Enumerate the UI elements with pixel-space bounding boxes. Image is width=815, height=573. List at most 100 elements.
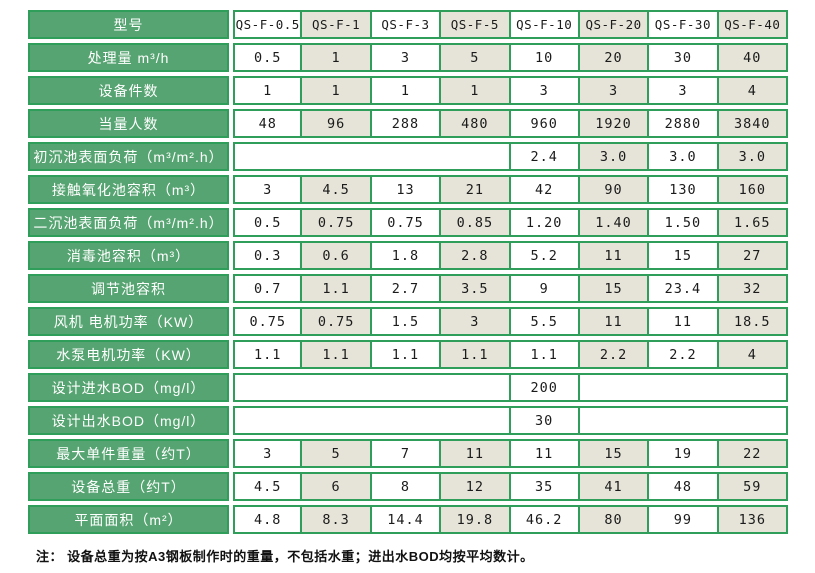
value-cell: 1.50	[649, 208, 719, 237]
value-cell: 5	[441, 43, 511, 72]
value-cell: 3	[441, 307, 511, 336]
value-cell: 3	[233, 175, 303, 204]
table-row: 平面面积（m²） 4.8 8.3 14.4 19.8 46.2 80 99 136	[28, 505, 788, 534]
table-row: 最大单件重量（约T） 3 5 7 11 11 15 19 22	[28, 439, 788, 468]
table-row: 风机 电机功率（KW） 0.75 0.75 1.5 3 5.5 11 11 18.5	[28, 307, 788, 336]
row-label: 风机 电机功率（KW）	[28, 307, 230, 336]
value-cell: 1.8	[371, 241, 442, 270]
value-cell: 0.75	[302, 208, 372, 237]
table-row: 消毒池容积（m³） 0.3 0.6 1.8 2.8 5.2 11 15 27	[28, 241, 788, 270]
value-cell: 20	[579, 43, 650, 72]
value-cell: 1.5	[371, 307, 442, 336]
value-cell: 1.65	[718, 208, 788, 237]
value-cell: 2.2	[649, 340, 719, 369]
value-cell: 1.1	[302, 340, 372, 369]
value-cell: 30	[510, 406, 580, 435]
value-cell: 41	[579, 472, 650, 501]
model-header: QS-F-10	[510, 10, 580, 39]
table-row: 当量人数 48 96 288 480 960 1920 2880 3840	[28, 109, 788, 138]
value-cell: 1.20	[510, 208, 580, 237]
value-cell: 19.8	[441, 505, 511, 534]
row-label: 最大单件重量（约T）	[28, 439, 230, 468]
value-cell: 1	[302, 43, 372, 72]
value-cell: 4	[718, 76, 788, 105]
table-row: 调节池容积 0.7 1.1 2.7 3.5 9 15 23.4 32	[28, 274, 788, 303]
value-cell: 10	[510, 43, 580, 72]
value-cell: 11	[441, 439, 511, 468]
value-cell: 19	[649, 439, 719, 468]
table-row: 二沉池表面负荷（m³/m².h） 0.5 0.75 0.75 0.85 1.20 1.40 1…	[28, 208, 788, 237]
row-label: 设备总重（约T）	[28, 472, 230, 501]
value-cell: 99	[649, 505, 719, 534]
value-cell: 8.3	[302, 505, 372, 534]
value-cell: 1.40	[579, 208, 650, 237]
table-row: 设备件数 1 1 1 1 3 3 3 4	[28, 76, 788, 105]
model-header: QS-F-5	[441, 10, 511, 39]
value-cell: 80	[579, 505, 650, 534]
value-cell: 5	[302, 439, 372, 468]
value-cell: 11	[579, 307, 650, 336]
value-cell: 6	[302, 472, 372, 501]
value-cell: 9	[510, 274, 580, 303]
value-cell	[233, 406, 511, 435]
value-cell	[233, 373, 511, 402]
value-cell: 15	[649, 241, 719, 270]
row-label: 二沉池表面负荷（m³/m².h）	[28, 208, 230, 237]
value-cell: 4	[718, 340, 788, 369]
model-header: QS-F-0.5	[233, 10, 303, 39]
value-cell: 3	[579, 76, 650, 105]
value-cell: 11	[579, 241, 650, 270]
value-cell: 480	[441, 109, 511, 138]
value-cell: 3	[371, 43, 442, 72]
value-cell: 3.5	[441, 274, 511, 303]
value-cell: 3.0	[649, 142, 719, 171]
value-cell: 0.75	[233, 307, 303, 336]
value-cell: 96	[302, 109, 372, 138]
value-cell	[233, 142, 511, 171]
value-cell: 30	[649, 43, 719, 72]
value-cell: 11	[649, 307, 719, 336]
value-cell: 1.1	[302, 274, 372, 303]
value-cell: 160	[718, 175, 788, 204]
value-cell: 1920	[579, 109, 650, 138]
row-label: 接触氧化池容积（m³）	[28, 175, 230, 204]
value-cell: 90	[579, 175, 650, 204]
value-cell	[579, 406, 788, 435]
model-header: QS-F-3	[371, 10, 442, 39]
row-label: 设计进水BOD（mg/l）	[28, 373, 230, 402]
value-cell: 59	[718, 472, 788, 501]
row-label: 平面面积（m²）	[28, 505, 230, 534]
row-label: 水泵电机功率（KW）	[28, 340, 230, 369]
value-cell: 200	[510, 373, 580, 402]
value-cell: 23.4	[649, 274, 719, 303]
footnote: 注： 设备总重为按A3钢板制作时的重量，不包括水重；进出水BOD均按平均数计。	[36, 549, 534, 564]
value-cell: 15	[579, 274, 650, 303]
value-cell: 1	[233, 76, 303, 105]
value-cell: 3	[510, 76, 580, 105]
value-cell: 0.3	[233, 241, 303, 270]
value-cell: 0.7	[233, 274, 303, 303]
value-cell: 42	[510, 175, 580, 204]
value-cell: 7	[371, 439, 442, 468]
value-cell: 2.7	[371, 274, 442, 303]
value-cell: 3	[233, 439, 303, 468]
value-cell: 960	[510, 109, 580, 138]
value-cell: 3840	[718, 109, 788, 138]
value-cell: 4.8	[233, 505, 303, 534]
value-cell: 5.2	[510, 241, 580, 270]
value-cell: 136	[718, 505, 788, 534]
model-header: QS-F-1	[302, 10, 372, 39]
value-cell: 8	[371, 472, 442, 501]
value-cell: 3	[649, 76, 719, 105]
value-cell: 1	[302, 76, 372, 105]
value-cell: 4.5	[302, 175, 372, 204]
value-cell: 2880	[649, 109, 719, 138]
table-row: 设计出水BOD（mg/l） 30	[28, 406, 788, 435]
table-row: 设备总重（约T） 4.5 6 8 12 35 41 48 59	[28, 472, 788, 501]
row-label: 处理量 m³/h	[28, 43, 230, 72]
value-cell: 5.5	[510, 307, 580, 336]
value-cell: 3.0	[718, 142, 788, 171]
value-cell	[579, 373, 788, 402]
value-cell: 14.4	[371, 505, 442, 534]
value-cell: 130	[649, 175, 719, 204]
